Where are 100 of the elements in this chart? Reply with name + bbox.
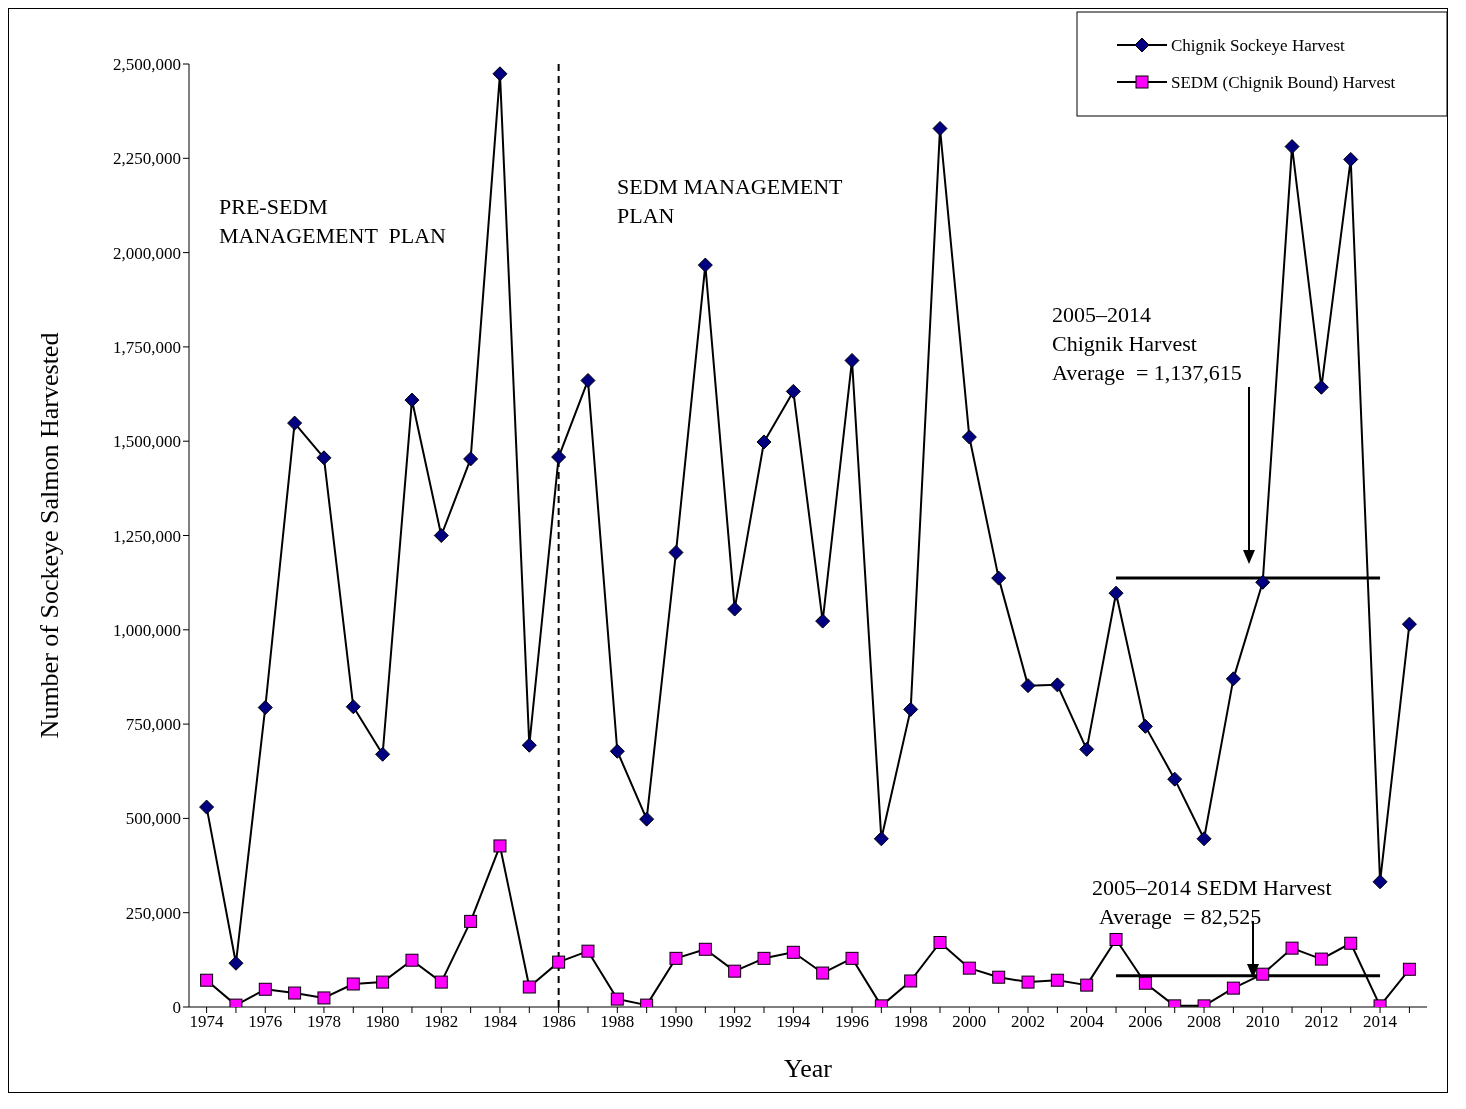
point bbox=[1167, 771, 1183, 787]
point bbox=[932, 121, 948, 136]
x-tick-label: 2014 bbox=[1363, 1012, 1398, 1032]
point bbox=[376, 975, 390, 989]
point bbox=[345, 699, 361, 715]
point bbox=[1021, 975, 1035, 989]
annotation: PRE-SEDM MANAGEMENT PLAN bbox=[219, 194, 447, 248]
point bbox=[639, 811, 655, 827]
point bbox=[346, 977, 360, 991]
point bbox=[316, 450, 332, 466]
point bbox=[1372, 874, 1388, 890]
x-axis-title: Year bbox=[784, 1054, 833, 1083]
x-tick-label: 1976 bbox=[248, 1012, 283, 1032]
point bbox=[1401, 616, 1417, 632]
point bbox=[757, 951, 771, 965]
x-tick-label: 1986 bbox=[541, 1012, 576, 1032]
x-tick-label: 1980 bbox=[365, 1012, 400, 1032]
point bbox=[1080, 978, 1094, 992]
point bbox=[1225, 671, 1241, 687]
point bbox=[904, 974, 918, 988]
point bbox=[668, 544, 684, 560]
x-tick-label: 2010 bbox=[1245, 1012, 1280, 1032]
x-tick-label: 1996 bbox=[835, 1012, 869, 1032]
point bbox=[434, 975, 448, 989]
x-tick-label: 1998 bbox=[893, 1012, 928, 1032]
y-tick-label: 500,000 bbox=[125, 809, 181, 829]
point bbox=[580, 372, 596, 388]
point bbox=[581, 944, 595, 958]
point bbox=[375, 746, 391, 762]
point bbox=[257, 700, 273, 715]
y-tick-label: 250,000 bbox=[125, 903, 181, 923]
point bbox=[1313, 379, 1329, 395]
x-tick-label: 1984 bbox=[482, 1012, 518, 1032]
point bbox=[1402, 962, 1416, 976]
point bbox=[463, 451, 479, 467]
point bbox=[609, 743, 625, 759]
x-tick-label: 1990 bbox=[658, 1012, 693, 1032]
y-tick-label: 1,750,000 bbox=[113, 337, 181, 357]
annotation: SEDM MANAGEMENT PLAN bbox=[617, 174, 844, 228]
point bbox=[199, 799, 215, 815]
point bbox=[200, 973, 214, 987]
point bbox=[287, 415, 303, 431]
point bbox=[698, 942, 712, 956]
point bbox=[288, 986, 302, 1000]
y-tick-label: 750,000 bbox=[125, 715, 181, 735]
point bbox=[493, 839, 507, 853]
point bbox=[258, 982, 272, 996]
point bbox=[992, 970, 1006, 984]
point bbox=[728, 964, 742, 978]
x-tick-label: 2004 bbox=[1069, 1012, 1105, 1032]
point bbox=[522, 980, 536, 994]
y-tick-label: 0 bbox=[172, 998, 181, 1018]
x-tick-label: 2006 bbox=[1128, 1012, 1163, 1032]
point bbox=[1314, 952, 1328, 966]
y-tick-label: 2,000,000 bbox=[113, 243, 181, 263]
x-tick-label: 1982 bbox=[424, 1012, 459, 1032]
x-tick-label: 2008 bbox=[1187, 1012, 1222, 1032]
point bbox=[492, 66, 508, 82]
annotation: 2005–2014 SEDM Harvest Average = 82,525 bbox=[1092, 875, 1332, 929]
x-tick-label: 2012 bbox=[1304, 1012, 1339, 1032]
point bbox=[1285, 941, 1299, 955]
point bbox=[1344, 936, 1358, 950]
point bbox=[816, 966, 830, 980]
point bbox=[1284, 139, 1300, 155]
point bbox=[404, 392, 420, 408]
point bbox=[727, 601, 743, 617]
point bbox=[1049, 677, 1065, 693]
point bbox=[1079, 741, 1095, 757]
point bbox=[1138, 976, 1152, 990]
point bbox=[1050, 973, 1064, 987]
y-axis-title: Number of Sockeye Salmon Harvested bbox=[35, 332, 65, 739]
point bbox=[669, 951, 683, 965]
legend-label: Chignik Sockeye Harvest bbox=[1171, 36, 1346, 55]
point bbox=[844, 352, 860, 368]
legend-label: SEDM (Chignik Bound) Harvest bbox=[1171, 73, 1396, 92]
point bbox=[991, 570, 1007, 586]
x-tick-label: 1988 bbox=[600, 1012, 635, 1032]
y-tick-label: 2,250,000 bbox=[113, 149, 181, 169]
point bbox=[845, 951, 859, 965]
point bbox=[317, 991, 331, 1005]
y-tick-label: 2,500,000 bbox=[113, 55, 181, 75]
point bbox=[962, 961, 976, 975]
point bbox=[1196, 831, 1212, 847]
point bbox=[815, 613, 831, 629]
x-tick-label: 1978 bbox=[306, 1012, 341, 1032]
point bbox=[1343, 151, 1359, 167]
point bbox=[873, 831, 889, 847]
point bbox=[756, 434, 772, 450]
x-tick-label: 1994 bbox=[776, 1012, 811, 1032]
point bbox=[1255, 574, 1271, 590]
point bbox=[697, 257, 713, 273]
x-tick-label: 1992 bbox=[717, 1012, 752, 1032]
point bbox=[433, 528, 449, 543]
point bbox=[1226, 981, 1240, 995]
x-tick-label: 2002 bbox=[1011, 1012, 1046, 1032]
point bbox=[552, 955, 566, 969]
y-tick-label: 1,250,000 bbox=[113, 526, 181, 546]
point bbox=[1020, 678, 1036, 694]
point bbox=[786, 945, 800, 959]
point bbox=[551, 449, 567, 465]
